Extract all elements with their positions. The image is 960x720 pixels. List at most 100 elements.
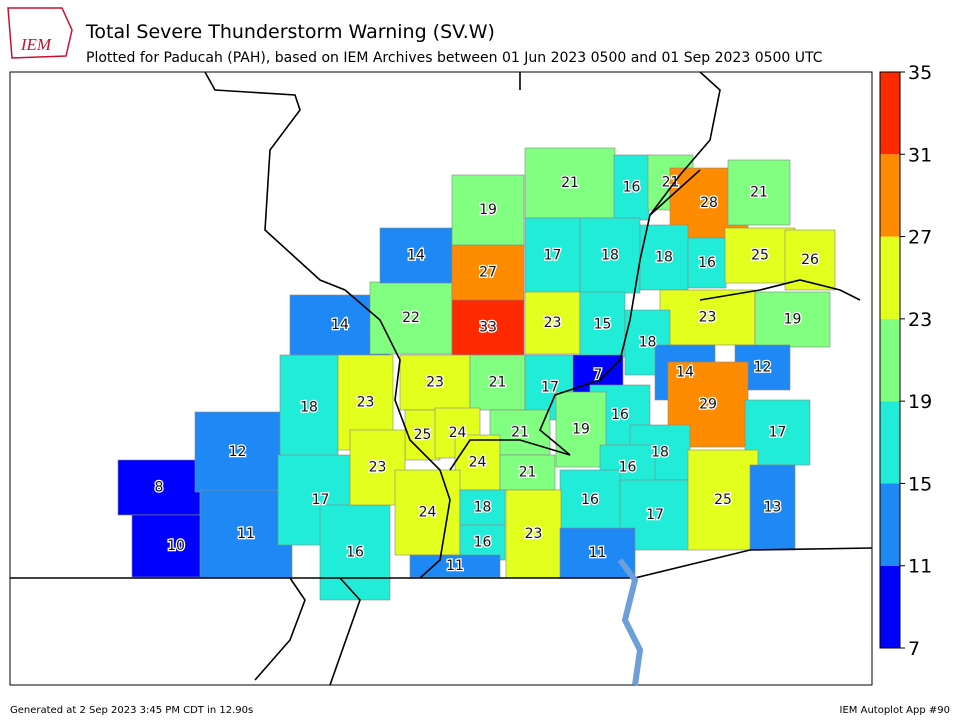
colorbar-bin [880, 565, 900, 648]
county-value: 8 [155, 480, 164, 496]
logo: IEM [7, 7, 73, 59]
county [379, 227, 453, 284]
county [559, 527, 636, 579]
county-value: 17 [312, 492, 330, 508]
county-value: 14 [407, 248, 425, 264]
colorbar-frame [879, 71, 901, 649]
colorbar-bin [880, 401, 900, 484]
county [784, 229, 836, 291]
county-value: 25 [714, 492, 732, 508]
county [459, 489, 506, 526]
county-value: 18 [651, 445, 669, 461]
county [451, 244, 525, 301]
county-value: 27 [479, 265, 497, 281]
county-value: 11 [589, 545, 607, 561]
county-value: 18 [655, 250, 673, 266]
colorbar-label: 15 [908, 473, 932, 495]
county [459, 524, 506, 561]
county [524, 291, 581, 355]
colorbar-label: 31 [908, 144, 932, 166]
colorbar: 7 11 15 19 23 27 31 35 [879, 62, 932, 660]
county [687, 449, 759, 551]
colorbar-label: 7 [908, 638, 920, 660]
county [724, 227, 796, 284]
county-value: 25 [751, 248, 769, 264]
county [749, 464, 796, 551]
county-value: 14 [676, 365, 694, 381]
colorbar-bin [880, 236, 900, 319]
county [319, 504, 391, 601]
county-value: 19 [572, 422, 590, 438]
county-value: 10 [167, 538, 185, 554]
county-value: 11 [237, 526, 255, 542]
county [524, 147, 616, 219]
county-value: 23 [525, 526, 543, 542]
county [727, 159, 791, 226]
colorbar-bin [880, 154, 900, 237]
county [524, 217, 581, 294]
county-value: 17 [544, 248, 562, 264]
counties: 8 10 12 11 18 17 16 14 22 14 27 19 33 21 16 21 28 21 17 18 1… [117, 147, 836, 601]
county-value: 18 [474, 500, 492, 516]
county-value: 29 [699, 397, 717, 413]
colorbar-bin [880, 72, 900, 155]
county-value: 21 [489, 375, 507, 391]
county [754, 291, 831, 348]
colorbar-label: 27 [908, 227, 932, 249]
county-value: 17 [646, 507, 664, 523]
county [409, 554, 501, 578]
county-value: 17 [769, 425, 787, 441]
county-value: 11 [446, 558, 464, 574]
county-value: 18 [601, 248, 619, 264]
county-value: 19 [784, 312, 802, 328]
county-value: 23 [699, 310, 717, 326]
county-value: 7 [594, 367, 603, 383]
county [639, 224, 689, 291]
county-value: 24 [449, 425, 467, 441]
county-value: 24 [419, 505, 437, 521]
county-value: 28 [700, 195, 718, 211]
county-value: 16 [474, 535, 492, 551]
river [617, 558, 644, 686]
county-value: 16 [698, 255, 716, 271]
county-value: 23 [544, 315, 562, 331]
county-value: 21 [519, 465, 537, 481]
county-value: 21 [561, 175, 579, 191]
colorbar-bin [880, 483, 900, 566]
county-value: 24 [469, 455, 487, 471]
county-value: 25 [414, 427, 432, 443]
colorbar-label: 11 [908, 556, 932, 578]
subtitle: Plotted for Paducah (PAH), based on IEM … [86, 50, 823, 66]
county-value: 18 [300, 400, 318, 416]
footer-left: Generated at 2 Sep 2023 3:45 PM CDT in 1… [10, 705, 253, 716]
county-value: 16 [619, 460, 637, 476]
county [559, 469, 621, 531]
county-value: 16 [623, 180, 641, 196]
county-value: 23 [426, 375, 444, 391]
county-value: 21 [662, 175, 680, 191]
county [505, 489, 562, 579]
footer-right: IEM Autoplot App #90 [840, 705, 950, 716]
colorbar-label: 23 [908, 309, 932, 331]
logo-text: IEM [20, 35, 52, 54]
county-value: 21 [750, 185, 768, 201]
county [451, 299, 525, 356]
county [369, 281, 453, 355]
county-value: 14 [331, 317, 349, 333]
county [499, 454, 556, 491]
title: Total Severe Thunderstorm Warning (SV.W) [85, 21, 495, 43]
county-value: 12 [229, 444, 247, 460]
county-value: 16 [611, 407, 629, 423]
county-value: 23 [369, 460, 387, 476]
state-lines [10, 71, 873, 686]
county-value: 17 [541, 380, 559, 396]
county-value: 21 [511, 425, 529, 441]
county [199, 489, 293, 579]
county-value: 26 [801, 252, 819, 268]
county-value: 22 [402, 310, 420, 326]
colorbar-bin [880, 318, 900, 402]
colorbar-label: 19 [908, 391, 932, 413]
county [613, 154, 650, 221]
county-value: 33 [479, 320, 497, 336]
